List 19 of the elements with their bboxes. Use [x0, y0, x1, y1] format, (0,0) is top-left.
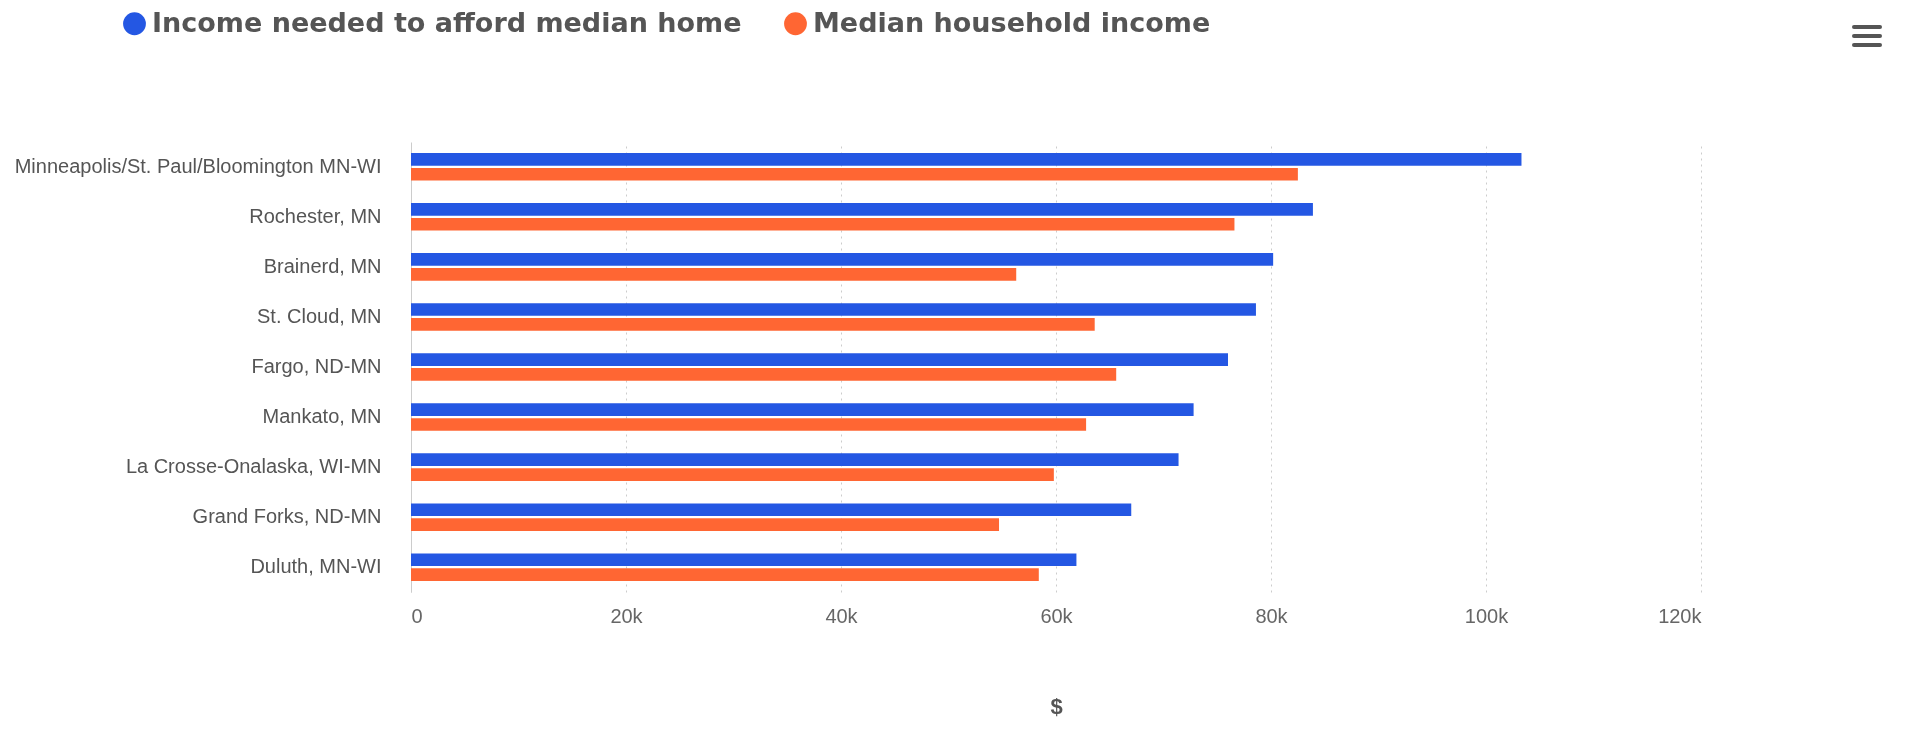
y-tick-label: Mankato, MN — [262, 405, 382, 428]
x-axis-title: $ — [1050, 693, 1063, 719]
legend-label: Income needed to afford median home — [152, 6, 742, 38]
x-tick-label: 60k — [1040, 604, 1074, 627]
y-tick-label: Minneapolis/St. Paul/Bloomington MN-WI — [14, 154, 382, 177]
x-tick-label: 120k — [1658, 604, 1703, 627]
y-tick-label: Brainerd, MN — [263, 254, 382, 277]
x-tick-label: 100k — [1464, 604, 1510, 627]
y-tick-label: St. Cloud, MN — [257, 304, 382, 327]
x-tick-label: 20k — [610, 604, 644, 627]
x-tick-label: 40k — [825, 604, 859, 627]
y-tick-label: Grand Forks, ND-MN — [192, 505, 382, 528]
y-tick-label: Duluth, MN-WI — [250, 555, 382, 578]
x-tick-label: 0 — [411, 604, 423, 627]
y-tick-label: Fargo, ND-MN — [251, 355, 382, 377]
x-tick-label: 80k — [1255, 604, 1289, 627]
legend-label: Median household income — [813, 6, 1211, 38]
y-tick-label: La Crosse-Onalaska, WI-MN — [125, 455, 382, 478]
y-tick-label: Rochester, MN — [249, 204, 382, 227]
